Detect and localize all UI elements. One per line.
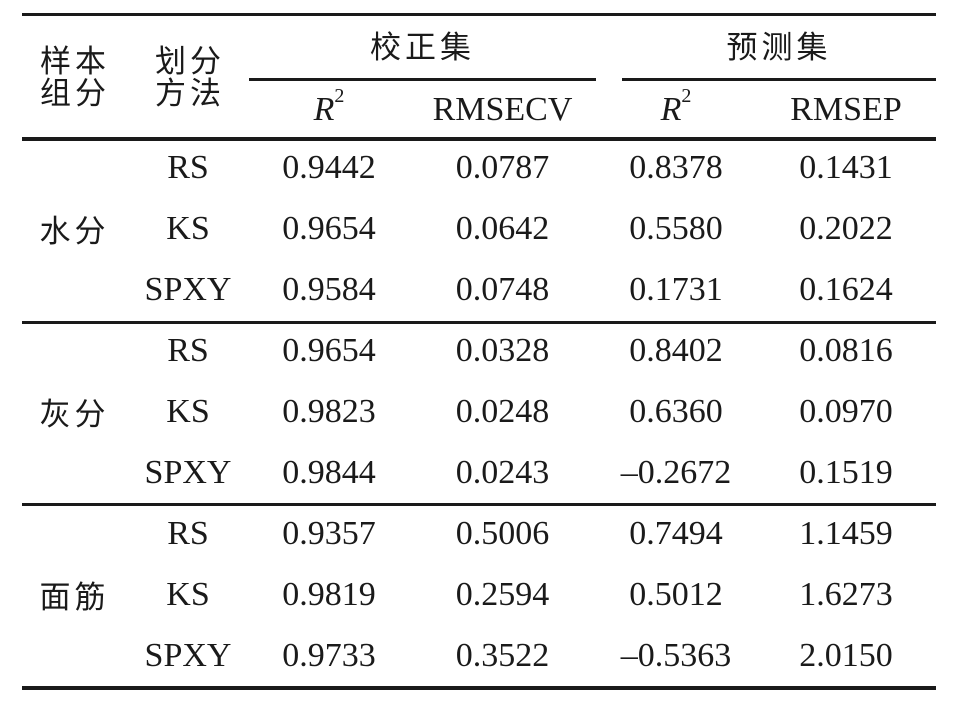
r2-letter: R (313, 91, 335, 128)
table-cell-method: RS (167, 149, 209, 186)
group-name: 面筋 (39, 580, 110, 616)
table-cell-cal-r2: 0.9844 (282, 454, 376, 491)
table-cell-rmsecv: 0.0748 (455, 271, 550, 308)
table-cell-rmsecv: 0.0243 (455, 454, 550, 491)
table-cell-rmsep: 0.1431 (799, 149, 893, 186)
table-cell-method: SPXY (144, 271, 232, 308)
table-cell-pred-r2: 0.5580 (629, 210, 723, 247)
bottom-rule (22, 686, 936, 690)
table-cell-cal-r2: 0.9442 (282, 149, 376, 186)
r2-superscript: 2 (681, 84, 692, 107)
header-sample-group-line2: 组分 (40, 76, 110, 112)
table-cell-rmsep: 0.2022 (799, 210, 893, 247)
header-prediction-r2: R2 (596, 86, 756, 130)
table-cell-rmsep: 0.1624 (799, 271, 893, 308)
table-cell-method: KS (166, 576, 210, 613)
table-cell-rmsecv: 0.0248 (455, 393, 550, 430)
r2-letter: R (660, 91, 682, 128)
table-cell-rmsep: 0.0816 (799, 332, 893, 369)
table-cell-method: KS (166, 393, 210, 430)
table-cell-cal-r2: 0.9654 (282, 332, 376, 369)
group-separator-rule-2 (22, 503, 936, 506)
r2-superscript: 2 (334, 84, 345, 107)
table-cell-cal-r2: 0.9733 (282, 637, 376, 674)
table-cell-pred-r2: –0.2672 (620, 454, 732, 491)
header-sample-group-line1: 样本 (40, 44, 110, 80)
table-cell-method: RS (167, 515, 209, 552)
header-calibration-r2: R2 (249, 86, 409, 130)
table-cell-cal-r2: 0.9823 (282, 393, 376, 430)
table-cell-cal-r2: 0.9584 (282, 271, 376, 308)
header-method-line1: 划分 (155, 44, 225, 80)
table-cell-rmsecv: 0.3522 (455, 637, 550, 674)
table-cell-cal-r2: 0.9819 (282, 576, 376, 613)
table-cell-method: SPXY (144, 454, 232, 491)
header-bottom-rule (22, 137, 936, 141)
header-prediction-set: 预测集 (726, 30, 832, 66)
group-separator-rule-1 (22, 321, 936, 324)
calibration-set-underline (249, 78, 596, 81)
table-cell-method: KS (166, 210, 210, 247)
table-cell-pred-r2: –0.5363 (620, 637, 732, 674)
table-cell-pred-r2: 0.7494 (629, 515, 723, 552)
table-cell-pred-r2: 0.6360 (629, 393, 723, 430)
header-calibration-set: 校正集 (370, 30, 475, 66)
table-cell-pred-r2: 0.8402 (629, 332, 723, 369)
table-cell-method: RS (167, 332, 209, 369)
table-cell-method: SPXY (144, 637, 232, 674)
table-cell-rmsep: 1.6273 (799, 576, 893, 613)
table-cell-rmsecv: 0.0642 (455, 210, 550, 247)
top-rule (22, 13, 936, 16)
table-cell-rmsep: 1.1459 (799, 515, 893, 552)
table-cell-cal-r2: 0.9357 (282, 515, 376, 552)
table-cell-rmsep: 2.0150 (799, 637, 893, 674)
table-cell-rmsecv: 0.0328 (455, 332, 550, 369)
group-name: 水分 (39, 214, 110, 250)
table-cell-rmsecv: 0.5006 (455, 515, 550, 552)
table-cell-rmsecv: 0.0787 (455, 149, 550, 186)
table-cell-rmsecv: 0.2594 (455, 576, 550, 613)
table-cell-rmsep: 0.1519 (799, 454, 893, 491)
table-cell-pred-r2: 0.8378 (629, 149, 723, 186)
table-cell-pred-r2: 0.5012 (629, 576, 723, 613)
header-rmsecv: RMSECV (432, 91, 573, 128)
table-cell-pred-r2: 0.1731 (629, 271, 723, 308)
group-name: 灰分 (39, 397, 110, 433)
table-cell-rmsep: 0.0970 (799, 393, 893, 430)
header-rmsep: RMSEP (790, 91, 902, 128)
header-method-line2: 方法 (155, 76, 225, 112)
prediction-set-underline (622, 78, 936, 81)
table-cell-cal-r2: 0.9654 (282, 210, 376, 247)
